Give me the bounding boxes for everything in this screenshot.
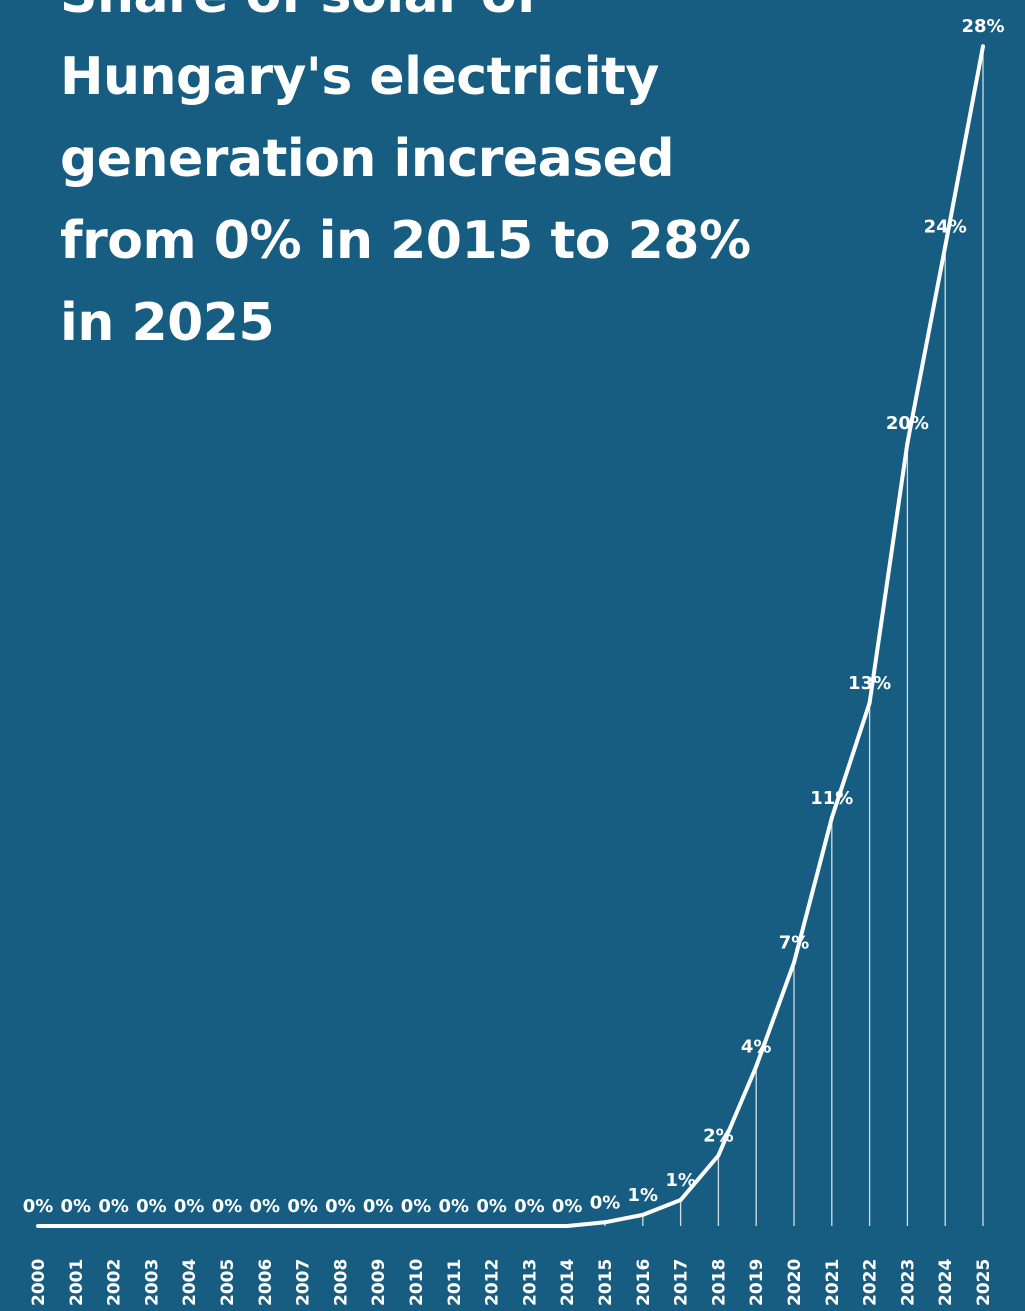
data-label-2005: 0% — [212, 1196, 243, 1217]
x-tick-label-2004: 2004 — [180, 1259, 200, 1306]
data-point-2006 — [262, 1224, 267, 1228]
data-point-2001 — [73, 1224, 78, 1228]
x-tick-label-2001: 2001 — [67, 1259, 87, 1306]
data-label-2001: 0% — [61, 1196, 92, 1217]
x-tick-label-2017: 2017 — [672, 1259, 692, 1306]
data-point-2013 — [527, 1224, 532, 1228]
data-point-2000 — [36, 1224, 40, 1228]
data-point-2019 — [754, 1064, 759, 1069]
x-tick-label-2022: 2022 — [861, 1259, 881, 1306]
x-tick-label-2016: 2016 — [634, 1259, 654, 1306]
data-point-2007 — [300, 1224, 305, 1228]
data-label-2022: 13% — [848, 673, 891, 694]
data-label-2013: 0% — [514, 1196, 545, 1217]
data-label-2021: 11% — [810, 788, 853, 809]
data-label-2018: 2% — [703, 1126, 734, 1147]
data-point-2008 — [338, 1224, 343, 1228]
data-label-2002: 0% — [98, 1196, 129, 1217]
data-point-2025 — [981, 44, 985, 49]
data-point-2010 — [414, 1224, 418, 1228]
x-tick-label-2023: 2023 — [898, 1259, 918, 1306]
data-label-2000: 0% — [23, 1196, 54, 1217]
data-label-2024: 24% — [924, 217, 967, 238]
data-point-2012 — [489, 1224, 494, 1228]
data-label-2025: 28% — [961, 16, 1004, 37]
data-label-2010: 0% — [401, 1196, 432, 1217]
x-tick-label-2008: 2008 — [331, 1259, 351, 1306]
data-point-2005 — [225, 1224, 229, 1228]
x-tick-label-2010: 2010 — [407, 1259, 427, 1306]
x-tick-label-2006: 2006 — [256, 1259, 276, 1306]
x-tick-label-2007: 2007 — [294, 1259, 314, 1306]
x-tick-label-2005: 2005 — [218, 1259, 238, 1306]
x-tick-label-2024: 2024 — [936, 1259, 956, 1306]
data-point-2009 — [376, 1224, 381, 1228]
x-tick-label-2019: 2019 — [747, 1259, 767, 1306]
data-label-2011: 0% — [439, 1196, 470, 1217]
x-tick-label-2018: 2018 — [709, 1259, 729, 1306]
data-point-2011 — [451, 1224, 456, 1228]
data-label-2003: 0% — [136, 1196, 167, 1217]
chart-title: Share of solar of Hungary's electricity … — [60, 0, 751, 353]
data-label-2004: 0% — [174, 1196, 205, 1217]
data-label-2007: 0% — [287, 1196, 318, 1217]
x-tick-label-2021: 2021 — [823, 1259, 843, 1306]
data-point-2016 — [640, 1212, 645, 1217]
x-tick-label-2025: 2025 — [974, 1259, 994, 1306]
data-label-2015: 0% — [590, 1192, 621, 1213]
x-tick-label-2003: 2003 — [142, 1259, 162, 1306]
data-point-2014 — [565, 1224, 570, 1228]
data-label-2012: 0% — [476, 1196, 507, 1217]
x-tick-label-2002: 2002 — [105, 1259, 125, 1306]
data-point-2018 — [716, 1153, 721, 1158]
data-point-2020 — [792, 960, 796, 965]
data-point-2022 — [867, 700, 872, 705]
data-point-2002 — [111, 1224, 116, 1228]
data-label-2006: 0% — [250, 1196, 281, 1217]
data-label-2023: 20% — [886, 413, 929, 434]
data-point-2003 — [149, 1224, 154, 1228]
data-point-2017 — [678, 1198, 683, 1203]
x-tick-label-2014: 2014 — [558, 1259, 578, 1306]
data-label-2008: 0% — [325, 1196, 356, 1217]
data-label-2014: 0% — [552, 1196, 583, 1217]
data-label-2016: 1% — [628, 1185, 659, 1206]
series-line — [38, 45, 985, 1228]
data-label-2020: 7% — [779, 933, 810, 954]
x-tick-label-2009: 2009 — [369, 1259, 389, 1306]
data-label-2017: 1% — [665, 1170, 696, 1191]
data-point-2015 — [603, 1220, 607, 1225]
x-tick-label-2013: 2013 — [520, 1259, 540, 1306]
x-tick-label-2012: 2012 — [483, 1259, 503, 1306]
x-tick-label-2020: 2020 — [785, 1259, 805, 1306]
data-label-2009: 0% — [363, 1196, 394, 1217]
data-label-2019: 4% — [741, 1036, 772, 1057]
data-point-2021 — [829, 815, 834, 820]
x-tick-label-2000: 2000 — [29, 1259, 49, 1306]
x-tick-label-2015: 2015 — [596, 1259, 616, 1306]
data-point-2023 — [905, 441, 910, 446]
data-point-2004 — [187, 1224, 192, 1228]
data-point-2024 — [943, 244, 948, 249]
x-tick-label-2011: 2011 — [445, 1259, 465, 1306]
